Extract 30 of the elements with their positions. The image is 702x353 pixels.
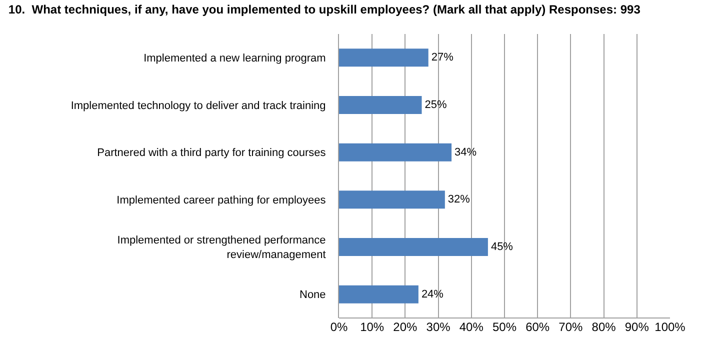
x-tick-label: 70% [558, 320, 584, 334]
y-tick-label: Implemented or strengthened performance review/management [117, 234, 326, 261]
bar [339, 143, 452, 162]
data-label: 32% [448, 194, 470, 206]
x-tick-label: 40% [459, 320, 484, 334]
x-tick-label: 30% [426, 320, 451, 334]
data-label: 27% [431, 52, 454, 64]
y-tick-label: None [300, 289, 326, 302]
y-tick-label: Implemented technology to deliver and track training [70, 100, 326, 112]
data-label: 24% [421, 288, 444, 300]
x-tick-label: 10% [360, 320, 384, 334]
bar [339, 285, 418, 304]
data-label: 34% [454, 146, 477, 158]
bar [339, 238, 488, 256]
x-tick-label: 0% [330, 320, 348, 334]
x-tick-label: 80% [592, 320, 616, 334]
x-tick-label: 100% [654, 320, 686, 334]
data-label: 25% [424, 99, 447, 111]
y-tick-label: Implemented career pathing for employees [116, 194, 326, 207]
x-tick-label: 50% [492, 320, 517, 334]
x-tick-label: 90% [624, 320, 650, 334]
x-tick-label: 20% [393, 320, 418, 334]
bar [339, 190, 445, 209]
bar [339, 48, 428, 67]
y-tick-label: Partnered with a third party for training courses [97, 147, 326, 160]
x-tick-label: 60% [526, 320, 550, 334]
data-label: 45% [490, 241, 514, 253]
chart-title: 10. What techniques, if any, have you implemented to upskill employees? (Mark all that apply) Responses: 993 [8, 2, 641, 17]
y-tick-label: Implemented a new learning program [144, 52, 326, 65]
bar [339, 96, 422, 114]
